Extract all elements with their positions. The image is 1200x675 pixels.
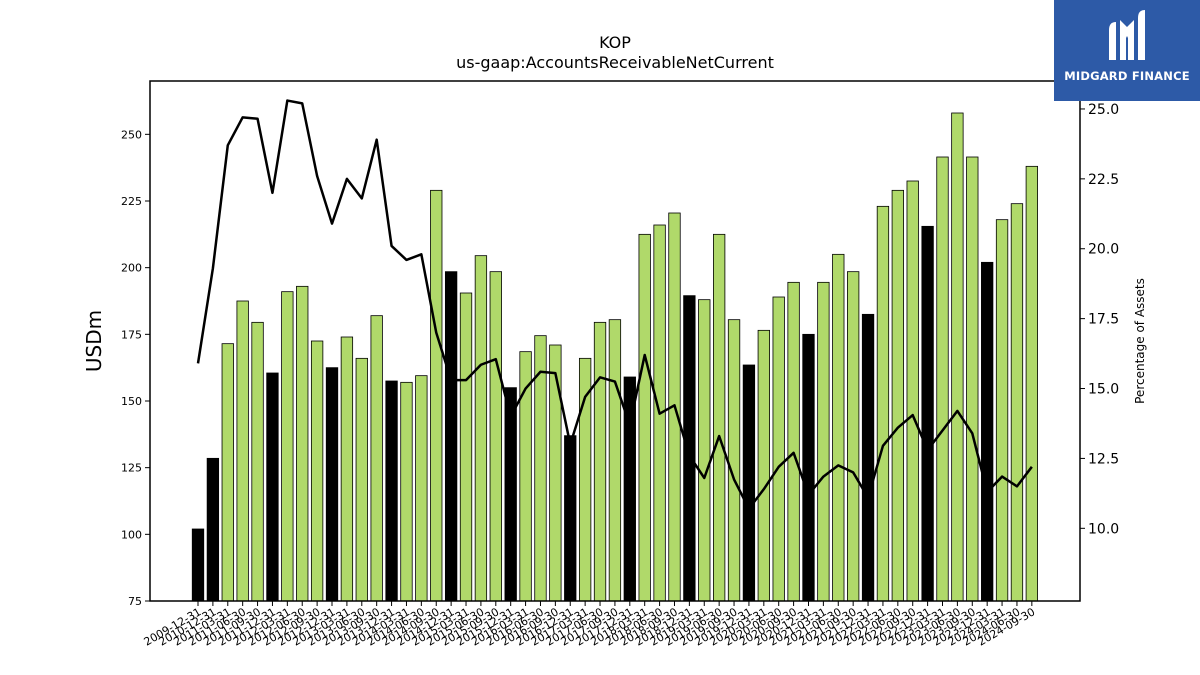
bar-2016-12-31 [564, 435, 577, 602]
y-axis-label: USDm [82, 310, 106, 372]
bar-2022-03-31 [876, 205, 890, 602]
bar-2019-09-30 [727, 319, 741, 602]
bar-2013-12-31 [385, 380, 398, 602]
y2-tick-label: 10.0 [1088, 521, 1119, 537]
bar-2015-03-31 [459, 292, 473, 602]
bar-2023-03-31 [936, 156, 949, 602]
bar-2021-12-31 [861, 313, 875, 602]
bar-2018-12-31 [683, 295, 696, 602]
y2-tick-label: 12.5 [1088, 451, 1119, 467]
bar-2017-06-30 [593, 321, 607, 602]
percentage-line [196, 99, 1033, 510]
y2-axis-label: Percentage of Assets [1133, 278, 1147, 404]
bar-2015-09-30 [489, 271, 502, 602]
bar-2020-09-30 [787, 281, 800, 602]
bar-2022-12-31 [921, 225, 934, 602]
y-tick-label: 250 [121, 128, 142, 141]
y-tick-label: 75 [128, 595, 142, 608]
bar-2015-12-31 [504, 387, 517, 602]
bar-2011-03-31 [221, 343, 234, 602]
y-tick-label: 100 [121, 528, 142, 541]
bar-2009-12-31 [191, 528, 205, 602]
bar-2020-12-31 [802, 333, 815, 602]
bar-2013-09-30 [370, 315, 383, 602]
bar-2012-03-31 [281, 291, 294, 602]
y-tick-label: 175 [121, 328, 142, 341]
bar-2020-06-30 [772, 296, 785, 602]
bar-2019-06-30 [713, 233, 726, 602]
bar-2023-09-30 [966, 156, 979, 602]
bar-2014-06-30 [415, 375, 428, 602]
bar-2010-12-31 [206, 457, 220, 602]
y2-tick-label: 15.0 [1088, 382, 1119, 398]
bar-2017-09-30 [608, 319, 622, 602]
y-axis-right: 10.0 12.5 15.0 17.5 20.0 22.5 25.0 [1080, 102, 1119, 537]
bar-2020-03-31 [757, 329, 770, 602]
bar-2023-06-30 [951, 112, 964, 602]
bar-2011-12-31 [266, 372, 279, 602]
bar-2024-03-31 [995, 219, 1009, 602]
bars-layer [191, 112, 1038, 602]
bar-2019-12-31 [742, 364, 756, 602]
bar-2011-06-30 [236, 300, 249, 602]
bar-2021-09-30 [847, 271, 860, 602]
line-layer [196, 99, 1033, 510]
bar-2023-12-31 [981, 261, 994, 602]
brand-name: MIDGARD FINANCE [1064, 69, 1190, 83]
y2-tick-label: 22.5 [1088, 172, 1119, 188]
bar-2022-09-30 [906, 180, 919, 602]
bar-2012-09-30 [310, 340, 324, 602]
chart-title: KOP [599, 33, 631, 52]
bar-2016-09-30 [549, 344, 562, 602]
bar-2011-09-30 [251, 321, 264, 602]
midgard-logo-icon [1109, 10, 1145, 60]
bar-2021-03-31 [817, 281, 830, 602]
bar-2021-06-30 [832, 253, 845, 602]
bar-2013-06-30 [355, 357, 368, 602]
bar-2014-09-30 [430, 189, 443, 602]
bar-2018-03-31 [638, 233, 651, 602]
y2-tick-label: 20.0 [1088, 242, 1119, 258]
bar-2019-03-31 [698, 299, 711, 602]
y-tick-label: 225 [121, 195, 142, 208]
bar-2012-12-31 [325, 367, 339, 602]
y-tick-label: 150 [121, 395, 142, 408]
bar-2024-06-30 [1010, 203, 1024, 602]
bar-2014-12-31 [444, 271, 458, 602]
brand-logo: MIDGARD FINANCE [1054, 0, 1200, 101]
y2-tick-label: 17.5 [1088, 312, 1119, 328]
x-axis: 2009-12-312010-12-312011-03-312011-06-30… [142, 601, 1037, 649]
y-axis-left: 75 100 125 150 175 200 225 250 [121, 128, 150, 608]
bar-2017-03-31 [578, 357, 592, 602]
chart-subtitle: us-gaap:AccountsReceivableNetCurrent [456, 53, 774, 72]
bar-2014-03-31 [400, 381, 413, 602]
bar-2024-09-30 [1025, 165, 1038, 602]
bar-2015-06-30 [474, 255, 488, 602]
bar-2022-06-30 [891, 189, 904, 602]
bar-2013-03-31 [340, 336, 354, 602]
bar-2012-06-30 [296, 285, 309, 602]
y-tick-label: 200 [121, 262, 142, 275]
y-tick-label: 125 [121, 462, 142, 475]
y2-tick-label: 25.0 [1088, 102, 1119, 118]
